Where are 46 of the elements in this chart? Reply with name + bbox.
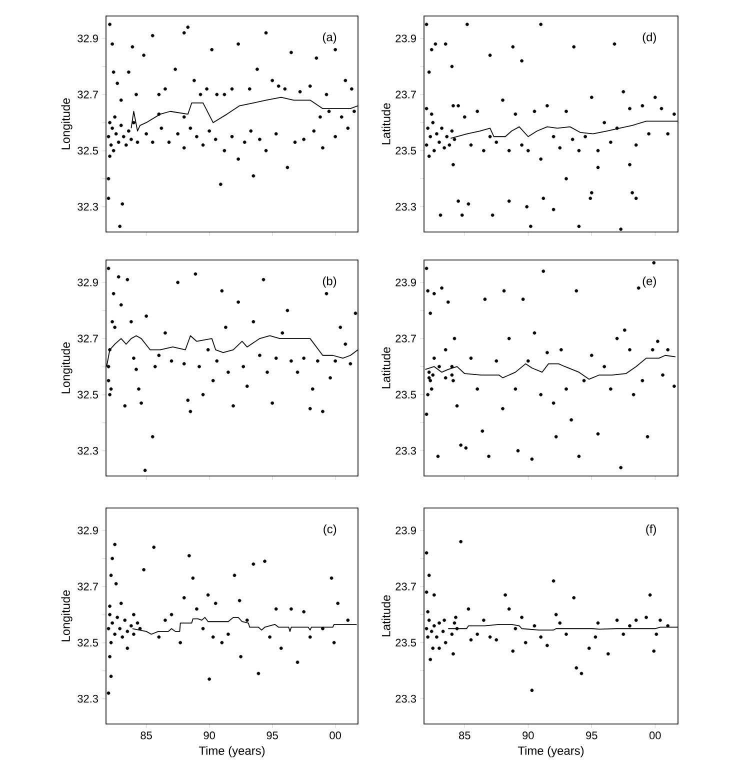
y-tick-label: 32.9	[78, 34, 98, 42]
y-tick-label: 32.3	[78, 694, 98, 703]
annotation: (a)	[322, 32, 336, 44]
y-tick-label: 32.9	[78, 278, 98, 286]
x-tick-label: 90	[522, 732, 534, 740]
x-axis-title: Time (years)	[198, 746, 265, 758]
y-axis-title: Latitude	[382, 595, 390, 636]
y-tick-label: 32.9	[78, 526, 98, 534]
y-tick-label: 32.3	[78, 202, 98, 211]
x-tick-label: 90	[204, 732, 215, 740]
y-tick-label: 23.3	[396, 446, 416, 455]
y-tick-label: 32.7	[78, 582, 98, 590]
x-tick-label: 85	[140, 732, 152, 740]
y-tick-label: 32.7	[78, 90, 98, 98]
x-tick-label: 95	[266, 732, 278, 740]
y-tick-label: 32.3	[78, 446, 98, 455]
y-tick-label: 23.7	[396, 334, 416, 342]
annotation: (b)	[322, 276, 336, 288]
y-tick-label: 23.9	[396, 278, 416, 286]
y-tick-label: 23.3	[396, 694, 416, 703]
y-tick-label: 23.7	[396, 90, 416, 98]
y-tick-label: 32.5	[78, 638, 98, 647]
x-tick-label: 95	[586, 732, 598, 740]
y-tick-label: 23.5	[396, 638, 416, 647]
y-tick-label: 32.5	[78, 146, 98, 155]
y-tick-label: 32.5	[78, 390, 98, 399]
x-tick-label: 00	[330, 732, 341, 740]
x-axis-title: Time (years)	[518, 746, 584, 758]
y-tick-label: 23.7	[396, 582, 416, 590]
annotation: (d)	[642, 32, 656, 44]
annotation: (e)	[642, 276, 656, 288]
y-axis-title: Longitude	[61, 590, 72, 642]
y-axis-title: Latitude	[382, 347, 390, 388]
y-tick-label: 23.9	[396, 526, 416, 534]
x-tick-label: 85	[459, 732, 470, 740]
x-tick-label: 00	[649, 732, 661, 740]
y-tick-label: 23.9	[396, 34, 416, 42]
y-axis-title: Latitude	[382, 103, 390, 144]
annotation: (c)	[324, 524, 336, 536]
y-tick-label: 23.3	[396, 202, 416, 211]
annotation: (f)	[646, 524, 656, 536]
y-tick-label: 23.5	[396, 146, 416, 155]
y-tick-label: 23.5	[396, 390, 416, 399]
y-axis-title: Longitude	[61, 342, 72, 394]
y-tick-label: 32.7	[78, 334, 98, 342]
y-axis-title: Longitude	[61, 98, 72, 150]
